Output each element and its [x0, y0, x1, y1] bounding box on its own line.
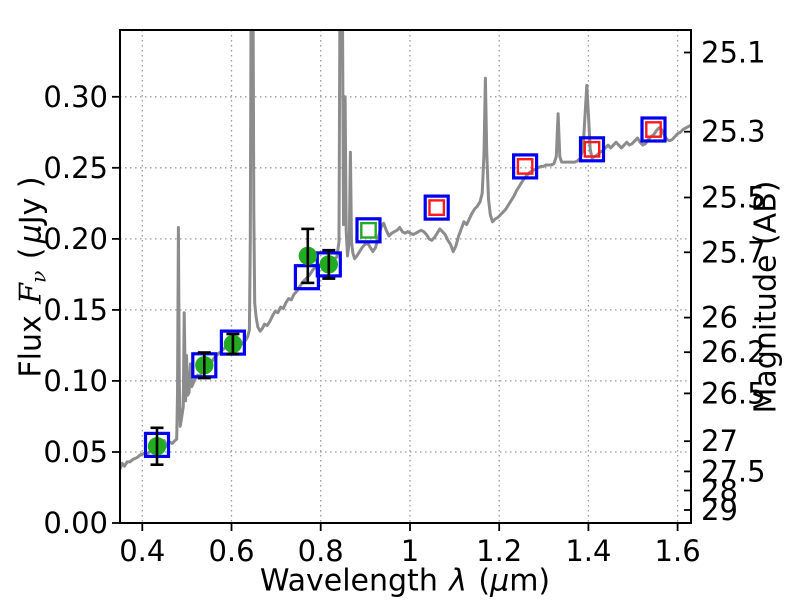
- flux-unit-open: (: [13, 247, 49, 260]
- lambda-symbol: λ: [449, 563, 467, 599]
- y-tick-label-flux: 0.10: [43, 364, 108, 398]
- red-square-marker: [645, 121, 662, 138]
- green-square-marker: [360, 221, 377, 239]
- model-spectrum-line: [120, 30, 691, 470]
- blue-square-marker: [511, 153, 539, 180]
- x-tick-label: 0.4: [119, 534, 165, 568]
- y-tick-label-flux: 0.20: [43, 222, 108, 256]
- wavelength-label-text: Wavelength: [259, 563, 438, 599]
- y-tick-label-mag: 28: [701, 474, 738, 508]
- y-tick-label-mag: 27.5: [701, 454, 766, 488]
- x-axis-label-wavelength: Wavelength λ (μm): [260, 564, 550, 599]
- blue-square-marker: [423, 194, 450, 221]
- y-axis-label-magnitude: Magnitude (AB): [749, 181, 784, 414]
- blue-square-marker: [640, 116, 667, 143]
- x-tick-label: 1.6: [655, 534, 701, 568]
- y-tick-label-mag: 26.5: [701, 376, 766, 410]
- y-tick-label-mag: 29: [701, 493, 738, 527]
- tick-labels: 0.4 0.6 0.8 1 1.2 1.4 1.6 0.00 0.05 0.10 0.15 0.20 0…: [43, 36, 765, 569]
- y-tick-label-flux: 0.15: [43, 293, 108, 327]
- y-tick-label-flux: 0.05: [43, 435, 108, 469]
- y-tick-label-mag: 25.5: [701, 181, 766, 215]
- flux-unit-rest: Jy ): [13, 176, 49, 225]
- blue-square-marker: [355, 217, 382, 244]
- y-tick-label-flux: 0.30: [43, 80, 108, 114]
- green-inner-squares: [360, 221, 377, 239]
- error-bars: [150, 227, 336, 467]
- wavelength-unit-mu: μ: [490, 563, 510, 599]
- wavelength-unit-rest: m): [509, 563, 551, 599]
- x-tick-label: 1: [401, 534, 419, 568]
- flux-label-text: Flux: [13, 315, 49, 378]
- flux-unit-mu: μ: [13, 224, 49, 244]
- x-tick-label: 0.6: [208, 534, 254, 568]
- x-tick-label: 1.4: [565, 534, 611, 568]
- y-tick-label-flux: 0.00: [43, 506, 108, 540]
- x-tick-label: 0.8: [298, 534, 344, 568]
- y-tick-label-mag: 25.3: [701, 115, 766, 149]
- gridlines: [120, 30, 691, 523]
- red-square-marker: [428, 199, 446, 216]
- y-tick-label-mag: 27: [701, 424, 738, 458]
- magnitude-label-text: Magnitude (AB): [748, 180, 784, 414]
- tick-marks: [112, 51, 691, 531]
- flux-symbol-subscript: ν: [26, 270, 51, 284]
- red-square-marker: [516, 157, 534, 175]
- axes-frame: [119, 29, 692, 524]
- y-axis-label-flux: Flux Fν ( μJy ): [13, 176, 50, 377]
- blue-square-marker: [578, 136, 606, 163]
- flux-symbol: F: [13, 283, 49, 304]
- red-inner-squares: [428, 121, 662, 216]
- y-tick-label-mag: 26.2: [701, 335, 766, 369]
- y-tick-label-mag: 25.1: [701, 36, 766, 70]
- y-tick-label-mag: 26: [701, 301, 738, 335]
- y-tick-label-flux: 0.25: [43, 151, 108, 185]
- y-tick-label-mag: 25.7: [701, 235, 766, 269]
- x-tick-label: 1.2: [476, 534, 522, 568]
- wavelength-unit-open: (: [478, 563, 491, 599]
- red-square-marker: [583, 140, 601, 158]
- model-photometry-squares: [143, 116, 667, 458]
